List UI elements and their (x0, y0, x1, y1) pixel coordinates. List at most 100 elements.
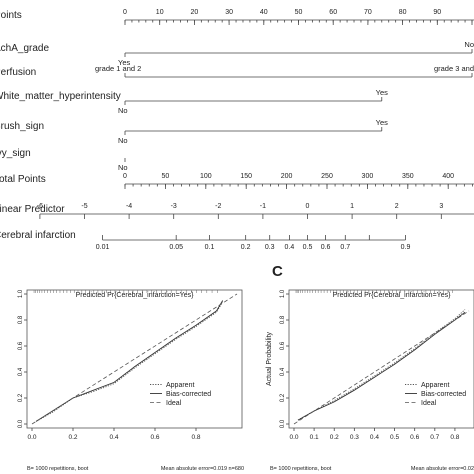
tick-label-total-points: 50 (162, 173, 170, 180)
x-tick-label: 0.6 (150, 434, 159, 441)
row-label-brush-sign: Brush_sign (0, 121, 44, 132)
footer-right: Mean absolute error=0.019 n=680 (161, 466, 244, 472)
row-label-acha-grade: AchA_grade (0, 43, 49, 54)
tick-label-linear-predictor: -1 (260, 203, 266, 210)
y-tick-label: 1.0 (18, 289, 24, 298)
tick-label-cerebral-infarction: 0.1 (205, 244, 215, 251)
tick-label-total-points: 0 (123, 173, 127, 180)
x-tick-label: 0.5 (390, 434, 399, 441)
tick-label-cerebral-infarction: 0.3 (265, 244, 275, 251)
y-tick-label: 0.2 (280, 393, 286, 402)
tick-label-points: 0 (123, 9, 127, 16)
y-tick-label: 0.0 (280, 419, 286, 428)
series-line-ideal (31, 293, 238, 425)
level-label-white-matter-hyperintensity: No (118, 106, 128, 115)
row-label-ivy-sign: Ivy_sign (0, 148, 31, 159)
x-axis-label: Predicted Pr{Cerebral_infarction=Yes} (76, 292, 195, 299)
tick-label-points: 80 (399, 9, 407, 16)
level-label-brush-sign: Yes (376, 118, 388, 127)
legend-label-bias-corrected: Bias-corrected (166, 391, 211, 398)
x-tick-label: 0.4 (109, 434, 118, 441)
y-tick-label: 0.6 (18, 341, 24, 350)
x-tick-label: 0.4 (370, 434, 379, 441)
tick-label-linear-predictor: 1 (350, 203, 354, 210)
legend-label-ideal: Ideal (166, 400, 182, 407)
tick-label-linear-predictor: 2 (395, 203, 399, 210)
plot-frame (288, 289, 474, 429)
tick-label-cerebral-infarction: 0.05 (169, 244, 183, 251)
y-axis-label: Actual Probability (266, 331, 273, 386)
x-tick-label: 0.8 (450, 434, 459, 441)
series-line-ideal (293, 310, 470, 425)
x-tick-label: 0.2 (330, 434, 339, 441)
tick-label-points: 40 (260, 9, 268, 16)
tick-label-total-points: 100 (200, 173, 212, 180)
tick-label-total-points: 400 (442, 173, 454, 180)
x-tick-label: 0.2 (68, 434, 77, 441)
footer-left: B= 1000 repetitions, boot (270, 466, 332, 472)
y-tick-label: 0.4 (18, 367, 24, 376)
y-tick-label: 1.0 (280, 289, 286, 298)
x-tick-label: 0.1 (310, 434, 319, 441)
tick-label-points: 90 (433, 9, 441, 16)
series-line-apparent (297, 309, 466, 421)
series-line-bias-corrected (297, 311, 466, 421)
tick-label-linear-predictor: -3 (171, 203, 177, 210)
plot-frame (26, 289, 243, 429)
row-label-total-points: Total Points (0, 174, 46, 185)
tick-label-cerebral-infarction: 0.7 (340, 244, 350, 251)
y-tick-label: 0.2 (18, 393, 24, 402)
level-label-white-matter-hyperintensity: Yes (376, 88, 388, 97)
level-label-acha-grade: No (464, 40, 474, 49)
nomogram: Points0102030405060708090AchA_gradeYesNo… (0, 9, 474, 251)
x-tick-label: 0.8 (191, 434, 200, 441)
tick-label-linear-predictor: -6 (37, 203, 43, 210)
x-tick-label: 0.7 (430, 434, 439, 441)
x-tick-label: 0.6 (410, 434, 419, 441)
x-tick-label: 0.0 (289, 434, 298, 441)
level-label-brush-sign: No (118, 136, 128, 145)
y-tick-label: 0.4 (280, 367, 286, 376)
tick-label-total-points: 200 (281, 173, 293, 180)
series-line-apparent (35, 301, 224, 422)
tick-label-cerebral-infarction: 0.4 (285, 244, 295, 251)
calibration-plot-right: 0.0 0.2 0.4 0.6 0.8 1.0 0.0 0.1 0.2 0.3 0.4 0.5 0.6 0… (266, 289, 474, 472)
tick-label-linear-predictor: 3 (439, 203, 443, 210)
calibration-plot-left: 0.0 0.2 0.4 0.6 0.8 1.0 0.0 0.2 0.4 0.6 0.8 Predict… (18, 289, 244, 472)
y-tick-label: 0.8 (280, 315, 286, 324)
y-tick-label: 0.8 (18, 315, 24, 324)
level-label-acha-grade: Yes (118, 58, 130, 67)
level-label-ivy-sign: No (118, 163, 128, 172)
tick-label-cerebral-infarction: 0.5 (303, 244, 313, 251)
tick-label-points: 20 (191, 9, 199, 16)
tick-label-linear-predictor: 0 (306, 203, 310, 210)
tick-label-points: 50 (295, 9, 303, 16)
row-label-white-matter-hyperintensity: White_matter_hyperintensity (0, 91, 121, 102)
legend-label-ideal: Ideal (421, 400, 437, 407)
tick-label-linear-predictor: -2 (215, 203, 221, 210)
legend-label-apparent: Apparent (421, 382, 449, 389)
row-label-points: Points (0, 10, 22, 21)
x-tick-label: 0.0 (27, 434, 36, 441)
tick-label-points: 30 (225, 9, 233, 16)
level-label-perfusion: grade 3 and (434, 64, 474, 73)
tick-label-points: 70 (364, 9, 372, 16)
tick-label-total-points: 150 (240, 173, 252, 180)
row-label-perfusion: Perfusion (0, 67, 36, 78)
footer-right: Mean absolute error=0.02 (411, 466, 474, 472)
tick-label-total-points: 350 (402, 173, 414, 180)
tick-label-cerebral-infarction: 0.01 (96, 244, 110, 251)
tick-label-total-points: 250 (321, 173, 333, 180)
tick-label-points: 60 (329, 9, 337, 16)
legend-label-bias-corrected: Bias-corrected (421, 391, 466, 398)
x-axis-label: Predicted Pr{Cerebral_infarction=Yes} (333, 292, 452, 299)
tick-label-points: 10 (156, 9, 164, 16)
tick-label-linear-predictor: -4 (126, 203, 132, 210)
footer-left: B= 1000 repetitions, boot (27, 466, 89, 472)
level-label-perfusion: grade 1 and 2 (95, 64, 141, 73)
legend-label-apparent: Apparent (166, 382, 194, 389)
y-tick-label: 0.6 (280, 341, 286, 350)
tick-label-cerebral-infarction: 0.2 (241, 244, 251, 251)
tick-label-cerebral-infarction: 0.9 (401, 244, 411, 251)
